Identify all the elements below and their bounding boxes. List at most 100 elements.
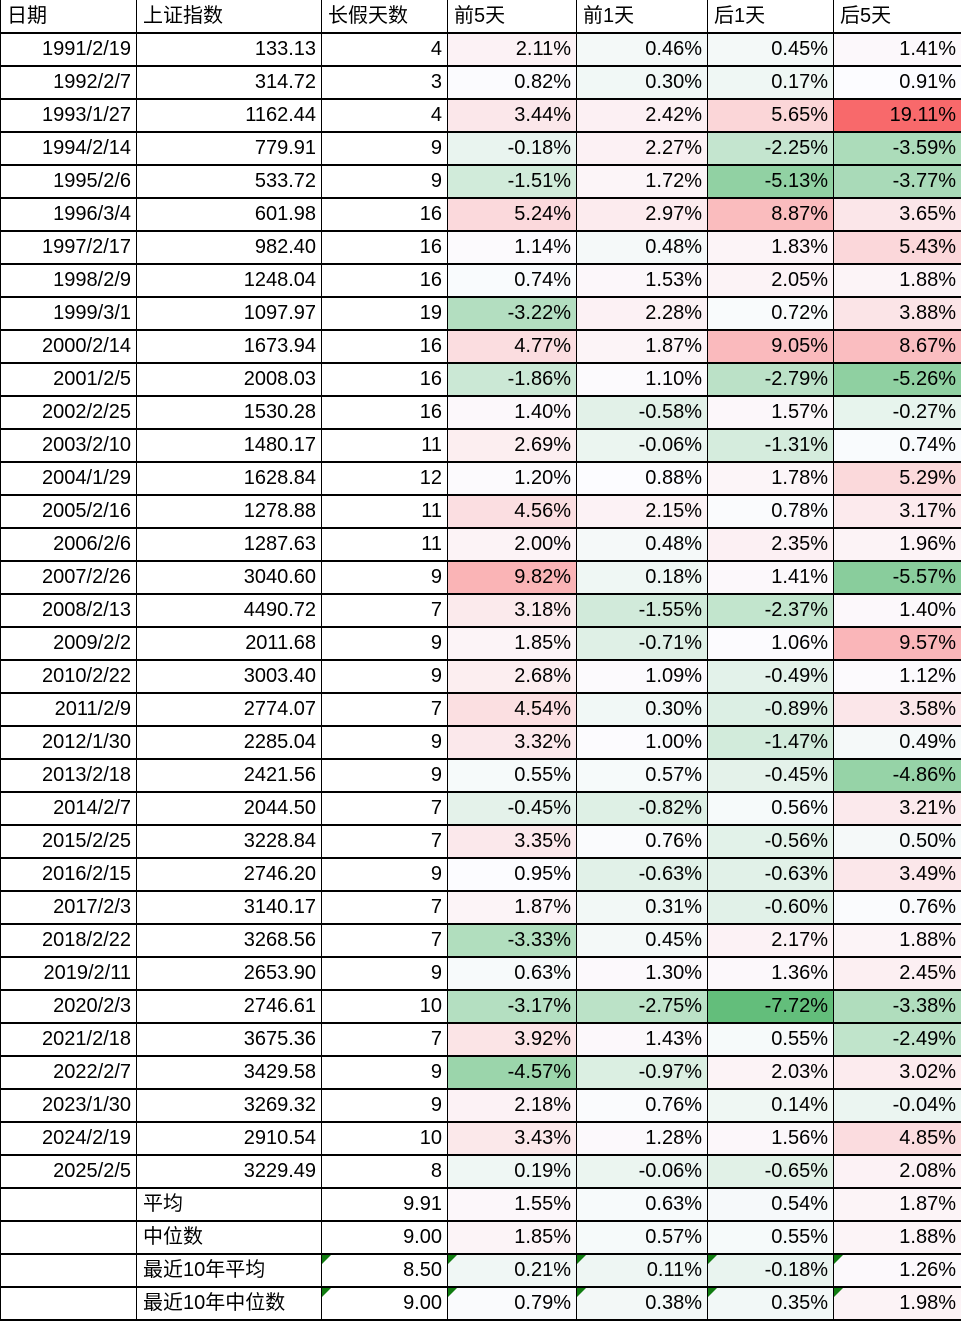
pre1-cell[interactable]: 0.76% xyxy=(576,824,708,859)
summary-label-cell[interactable]: 最近10年平均 xyxy=(136,1253,322,1288)
post1-cell[interactable]: -1.47% xyxy=(707,725,834,760)
pre1-cell[interactable]: 0.48% xyxy=(576,527,708,562)
index-cell[interactable]: 3268.56 xyxy=(136,923,322,958)
date-cell[interactable]: 2007/2/26 xyxy=(0,560,137,595)
post1-cell[interactable]: -5.13% xyxy=(707,164,834,199)
days-cell[interactable]: 4 xyxy=(321,32,448,67)
post1-cell[interactable]: -0.49% xyxy=(707,659,834,694)
pre5-cell[interactable]: -1.86% xyxy=(447,362,577,397)
date-cell[interactable]: 2003/2/10 xyxy=(0,428,137,463)
index-cell[interactable]: 982.40 xyxy=(136,230,322,265)
date-cell[interactable]: 2018/2/22 xyxy=(0,923,137,958)
post5-cell[interactable]: 2.08% xyxy=(833,1154,961,1189)
days-cell[interactable]: 9 xyxy=(321,560,448,595)
post5-cell[interactable]: 5.29% xyxy=(833,461,961,496)
header-post5[interactable]: 后5天 xyxy=(833,0,961,34)
days-cell[interactable]: 9 xyxy=(321,164,448,199)
pre1-cell[interactable]: 2.27% xyxy=(576,131,708,166)
post5-cell[interactable]: 3.58% xyxy=(833,692,961,727)
pre1-cell[interactable]: 0.38% xyxy=(576,1286,708,1321)
days-cell[interactable]: 8.50 xyxy=(321,1253,448,1288)
post1-cell[interactable]: 0.78% xyxy=(707,494,834,529)
pre5-cell[interactable]: -3.22% xyxy=(447,296,577,331)
header-post1[interactable]: 后1天 xyxy=(707,0,834,34)
post1-cell[interactable]: 0.35% xyxy=(707,1286,834,1321)
pre5-cell[interactable]: 0.55% xyxy=(447,758,577,793)
date-cell[interactable]: 1994/2/14 xyxy=(0,131,137,166)
post1-cell[interactable]: -0.18% xyxy=(707,1253,834,1288)
date-cell[interactable]: 2017/2/3 xyxy=(0,890,137,925)
days-cell[interactable]: 10 xyxy=(321,1121,448,1156)
post5-cell[interactable]: 0.49% xyxy=(833,725,961,760)
date-cell[interactable] xyxy=(0,1253,137,1288)
post1-cell[interactable]: 0.14% xyxy=(707,1088,834,1123)
index-cell[interactable]: 3269.32 xyxy=(136,1088,322,1123)
pre5-cell[interactable]: -3.33% xyxy=(447,923,577,958)
days-cell[interactable]: 9.91 xyxy=(321,1187,448,1222)
index-cell[interactable]: 1480.17 xyxy=(136,428,322,463)
header-date[interactable]: 日期 xyxy=(0,0,137,34)
pre1-cell[interactable]: 1.72% xyxy=(576,164,708,199)
post1-cell[interactable]: -0.56% xyxy=(707,824,834,859)
index-cell[interactable]: 2008.03 xyxy=(136,362,322,397)
days-cell[interactable]: 16 xyxy=(321,329,448,364)
days-cell[interactable]: 7 xyxy=(321,593,448,628)
summary-label-cell[interactable]: 平均 xyxy=(136,1187,322,1222)
pre1-cell[interactable]: 2.15% xyxy=(576,494,708,529)
post1-cell[interactable]: 0.17% xyxy=(707,65,834,100)
days-cell[interactable]: 12 xyxy=(321,461,448,496)
index-cell[interactable]: 2421.56 xyxy=(136,758,322,793)
date-cell[interactable]: 1993/1/27 xyxy=(0,98,137,133)
days-cell[interactable]: 11 xyxy=(321,527,448,562)
pre1-cell[interactable]: 1.09% xyxy=(576,659,708,694)
post5-cell[interactable]: 1.88% xyxy=(833,263,961,298)
pre5-cell[interactable]: 0.95% xyxy=(447,857,577,892)
post5-cell[interactable]: 2.45% xyxy=(833,956,961,991)
date-cell[interactable]: 2014/2/7 xyxy=(0,791,137,826)
index-cell[interactable]: 2910.54 xyxy=(136,1121,322,1156)
pre5-cell[interactable]: -1.51% xyxy=(447,164,577,199)
date-cell[interactable]: 2005/2/16 xyxy=(0,494,137,529)
days-cell[interactable]: 7 xyxy=(321,791,448,826)
post5-cell[interactable]: 3.21% xyxy=(833,791,961,826)
post1-cell[interactable]: 2.35% xyxy=(707,527,834,562)
index-cell[interactable]: 2746.20 xyxy=(136,857,322,892)
summary-label-cell[interactable]: 最近10年中位数 xyxy=(136,1286,322,1321)
date-cell[interactable]: 2015/2/25 xyxy=(0,824,137,859)
post5-cell[interactable]: 1.88% xyxy=(833,923,961,958)
post5-cell[interactable]: 3.17% xyxy=(833,494,961,529)
date-cell[interactable]: 2024/2/19 xyxy=(0,1121,137,1156)
post5-cell[interactable]: 19.11% xyxy=(833,98,961,133)
pre5-cell[interactable]: 3.18% xyxy=(447,593,577,628)
days-cell[interactable]: 7 xyxy=(321,923,448,958)
post1-cell[interactable]: -7.72% xyxy=(707,989,834,1024)
days-cell[interactable]: 3 xyxy=(321,65,448,100)
pre1-cell[interactable]: 2.97% xyxy=(576,197,708,232)
pre5-cell[interactable]: 5.24% xyxy=(447,197,577,232)
post1-cell[interactable]: 2.17% xyxy=(707,923,834,958)
pre5-cell[interactable]: 3.32% xyxy=(447,725,577,760)
days-cell[interactable]: 9 xyxy=(321,626,448,661)
date-cell[interactable]: 1992/2/7 xyxy=(0,65,137,100)
header-pre1[interactable]: 前1天 xyxy=(576,0,708,34)
days-cell[interactable]: 11 xyxy=(321,428,448,463)
days-cell[interactable]: 16 xyxy=(321,230,448,265)
date-cell[interactable]: 2021/2/18 xyxy=(0,1022,137,1057)
pre1-cell[interactable]: 0.48% xyxy=(576,230,708,265)
days-cell[interactable]: 16 xyxy=(321,395,448,430)
post5-cell[interactable]: -3.59% xyxy=(833,131,961,166)
post1-cell[interactable]: 1.06% xyxy=(707,626,834,661)
post1-cell[interactable]: 1.57% xyxy=(707,395,834,430)
post1-cell[interactable]: 0.55% xyxy=(707,1220,834,1255)
pre1-cell[interactable]: 0.31% xyxy=(576,890,708,925)
post5-cell[interactable]: -0.27% xyxy=(833,395,961,430)
pre5-cell[interactable]: -3.17% xyxy=(447,989,577,1024)
post5-cell[interactable]: 1.40% xyxy=(833,593,961,628)
post5-cell[interactable]: 4.85% xyxy=(833,1121,961,1156)
pre1-cell[interactable]: 0.88% xyxy=(576,461,708,496)
pre5-cell[interactable]: -0.45% xyxy=(447,791,577,826)
days-cell[interactable]: 9 xyxy=(321,659,448,694)
pre5-cell[interactable]: 4.56% xyxy=(447,494,577,529)
post5-cell[interactable]: 9.57% xyxy=(833,626,961,661)
days-cell[interactable]: 9 xyxy=(321,131,448,166)
